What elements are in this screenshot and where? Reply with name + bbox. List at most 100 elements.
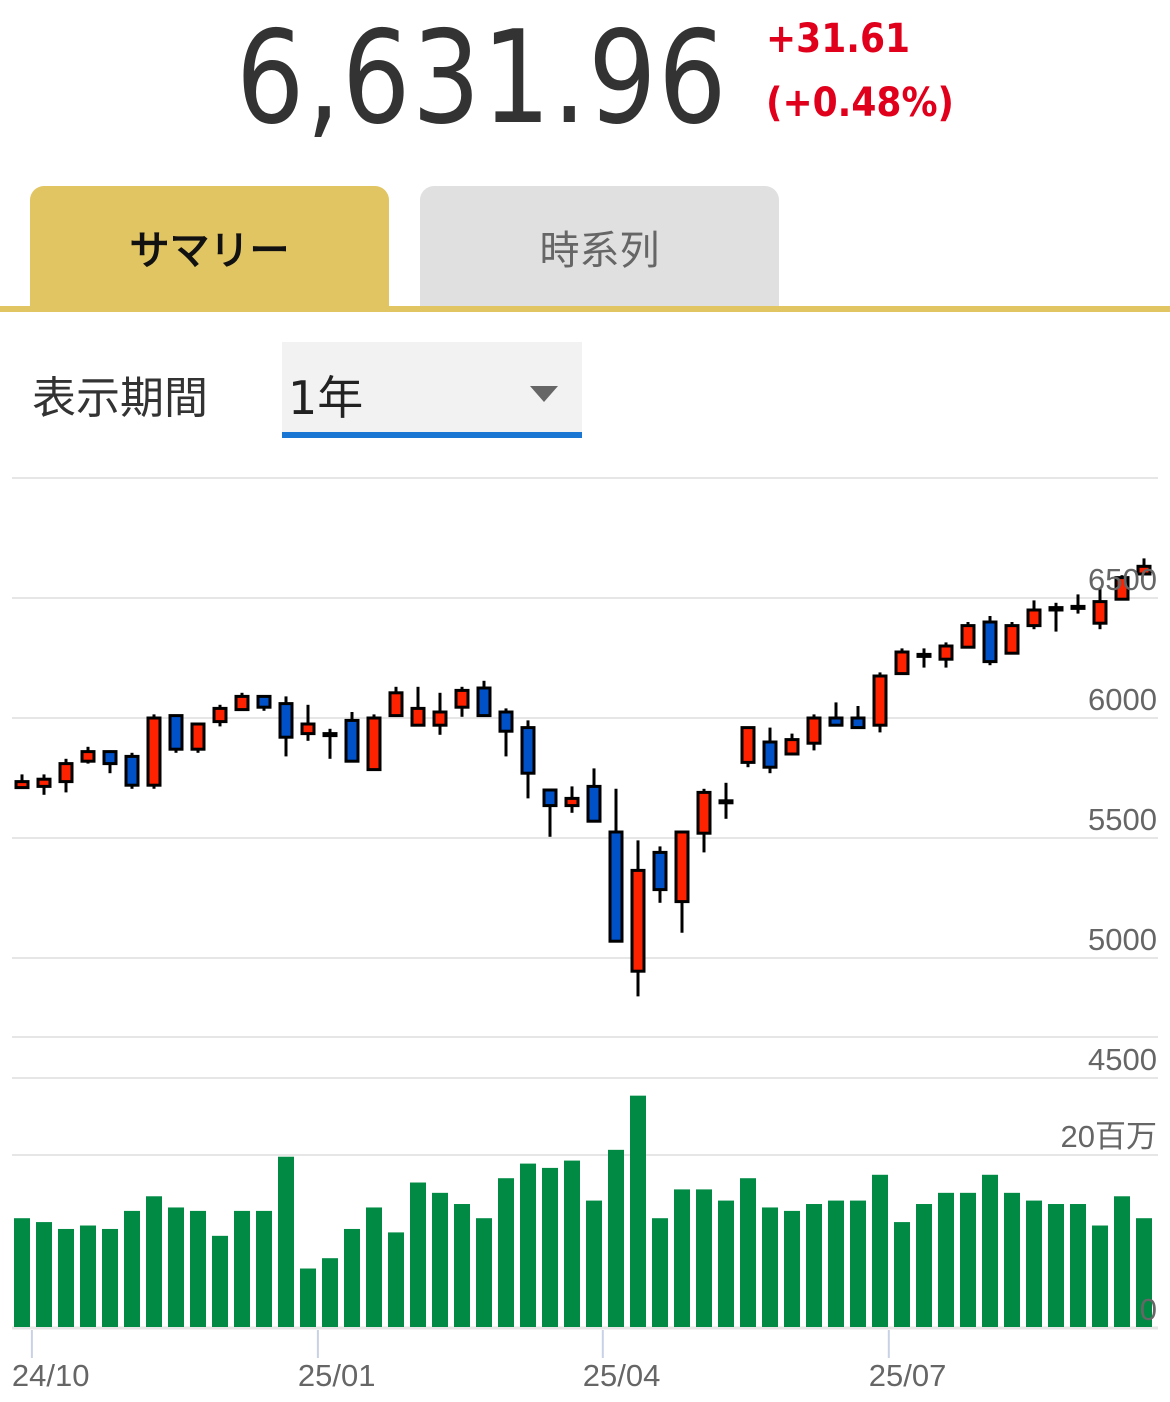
x-tick-label: 25/04: [583, 1358, 661, 1393]
price-tick-label: 5500: [1088, 802, 1157, 837]
tab-underline: [0, 306, 1170, 312]
volume-bar: [124, 1210, 140, 1327]
candle-body: [102, 750, 118, 766]
period-select-value: 1年: [288, 371, 364, 425]
tab-time-series[interactable]: 時系列: [420, 186, 779, 308]
candle-body: [190, 722, 206, 751]
candle-body: [234, 694, 250, 712]
candle-body: [806, 716, 822, 745]
volume-bar: [476, 1218, 492, 1327]
candle-body: [388, 691, 404, 718]
candle-body: [454, 688, 470, 709]
volume-bar: [190, 1210, 206, 1327]
volume-bar: [454, 1204, 470, 1327]
candle-body: [80, 750, 96, 763]
candle-body: [850, 716, 866, 730]
volume-bar: [256, 1210, 272, 1327]
candle-body: [58, 762, 74, 784]
volume-bar: [388, 1232, 404, 1327]
period-label: 表示期間: [32, 373, 208, 424]
price-tick-label: 6000: [1088, 682, 1157, 717]
volume-bar: [1114, 1196, 1130, 1327]
volume-bar: [80, 1225, 96, 1327]
candle-body: [872, 674, 888, 727]
volume-bar: [36, 1222, 52, 1327]
volume-bar: [1070, 1204, 1086, 1327]
volume-bar: [916, 1204, 932, 1327]
x-tick-label: 25/07: [869, 1358, 947, 1393]
candle-body: [608, 830, 624, 943]
volume-bar: [102, 1228, 118, 1327]
candle-body: [498, 710, 514, 733]
volume-bar: [58, 1228, 74, 1327]
volume-bar: [212, 1235, 228, 1327]
volume-bar: [1004, 1192, 1020, 1327]
volume-bar: [894, 1222, 910, 1327]
volume-bar: [850, 1200, 866, 1327]
volume-bar: [344, 1228, 360, 1327]
volume-tick-label: 20百万: [1061, 1119, 1157, 1154]
volume-bar: [982, 1174, 998, 1327]
period-select[interactable]: 1年: [282, 342, 582, 438]
price-change: +31.61: [766, 16, 911, 62]
volume-bar: [674, 1189, 690, 1327]
candle-body: [36, 777, 52, 788]
volume-bar: [366, 1207, 382, 1327]
volume-bar: [586, 1200, 602, 1327]
candle-body: [146, 716, 162, 787]
candle-body: [1048, 606, 1064, 612]
volume-bar: [1048, 1204, 1064, 1327]
volume-bar: [960, 1192, 976, 1327]
tab-summary[interactable]: サマリー: [30, 186, 389, 308]
candle-body: [564, 796, 580, 808]
candle-body: [124, 754, 140, 787]
volume-bar: [322, 1258, 338, 1327]
tab-summary-label: サマリー: [129, 228, 290, 274]
volume-bar: [1092, 1225, 1108, 1327]
volume-bar: [630, 1095, 646, 1327]
index-price: 6,631.96: [236, 4, 729, 153]
x-tick-label: 24/10: [12, 1358, 90, 1393]
volume-bar: [410, 1182, 426, 1327]
candle-body: [212, 706, 228, 724]
tab-time-series-label: 時系列: [539, 228, 660, 274]
candle-body: [300, 722, 316, 736]
volume-bar: [146, 1196, 162, 1327]
candle-body: [168, 714, 184, 751]
candle-body: [366, 716, 382, 772]
candle-body: [828, 716, 844, 727]
volume-bar: [278, 1156, 294, 1327]
candle-body: [410, 706, 426, 727]
candle-body: [542, 788, 558, 808]
volume-bar: [168, 1207, 184, 1327]
volume-bar: [14, 1218, 30, 1327]
volume-bar: [300, 1268, 316, 1327]
candle-body: [784, 738, 800, 756]
candle-body: [960, 624, 976, 649]
volume-bar: [696, 1189, 712, 1327]
volume-bar: [520, 1163, 536, 1327]
price-tick-label: 4500: [1088, 1042, 1157, 1077]
volume-bar: [740, 1178, 756, 1327]
candle-body: [696, 790, 712, 835]
volume-bar: [872, 1174, 888, 1327]
candle-body: [1004, 624, 1020, 655]
candle-body: [256, 694, 272, 709]
volume-bar: [784, 1210, 800, 1327]
candle-body: [982, 620, 998, 664]
candle-body: [322, 732, 338, 738]
volume-bar: [498, 1178, 514, 1327]
price-tick-label: 6500: [1088, 562, 1157, 597]
volume-bar: [652, 1218, 668, 1327]
volume-bar: [542, 1167, 558, 1327]
candle-body: [630, 868, 646, 973]
volume-bar: [762, 1207, 778, 1327]
volume-bar: [938, 1192, 954, 1327]
candle-body: [520, 726, 536, 775]
candle-body: [1026, 608, 1042, 628]
candle-body: [344, 718, 360, 763]
candle-body: [586, 784, 602, 823]
volume-bar: [608, 1149, 624, 1327]
volume-bar: [1026, 1200, 1042, 1327]
